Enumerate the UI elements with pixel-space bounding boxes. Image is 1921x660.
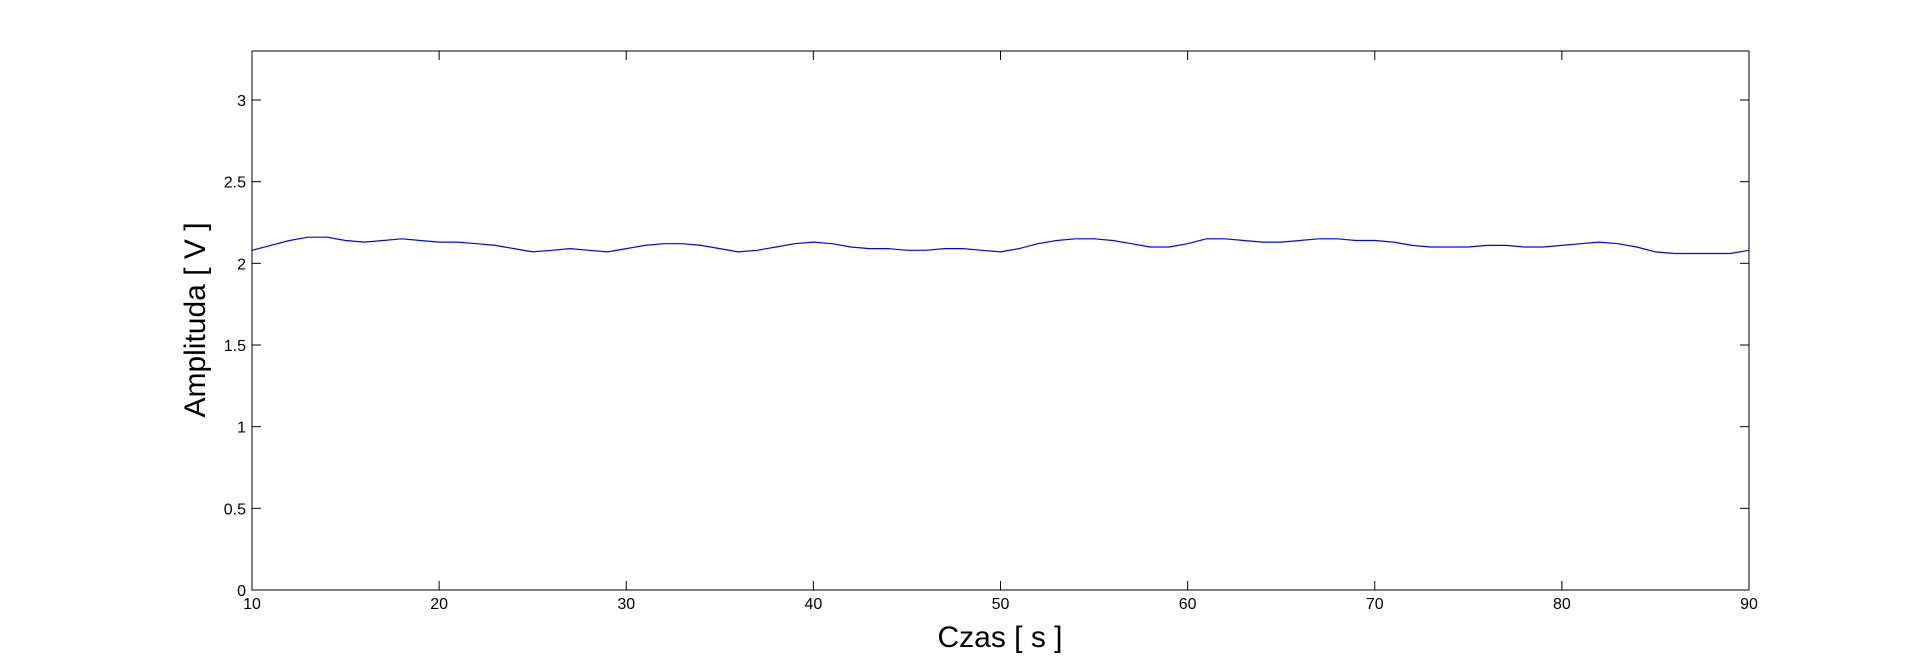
plot-area [252,51,1749,590]
y-tick-label: 1.5 [224,338,246,355]
x-tick-label: 50 [992,596,1010,613]
y-tick-label: 2.5 [224,175,246,192]
x-tick-label: 70 [1366,596,1384,613]
x-tick-label: 80 [1553,596,1571,613]
x-tick-label: 10 [243,596,261,613]
x-tick-label: 20 [430,596,448,613]
y-tick-label: 1 [237,420,246,437]
y-tick-label: 3 [237,93,246,110]
y-tick-label: 0.5 [224,501,246,518]
y-tick-label: 2 [237,256,246,273]
tick-labels: 10 20 30 40 50 60 70 80 90 0 0.5 1 1.5 2 2.5 3 [224,93,1758,613]
series-line [251,236,1750,255]
x-tick-label: 60 [1179,596,1197,613]
axes-box [251,50,1750,591]
x-axis-label: Czas [ s ] [937,621,1062,654]
x-tick-label: 40 [804,596,822,613]
y-tick-label: 0 [237,583,246,600]
x-tick-label: 30 [617,596,635,613]
x-tick-label: 90 [1740,596,1758,613]
y-axis-label: Amplituda [ V ] [179,222,212,417]
